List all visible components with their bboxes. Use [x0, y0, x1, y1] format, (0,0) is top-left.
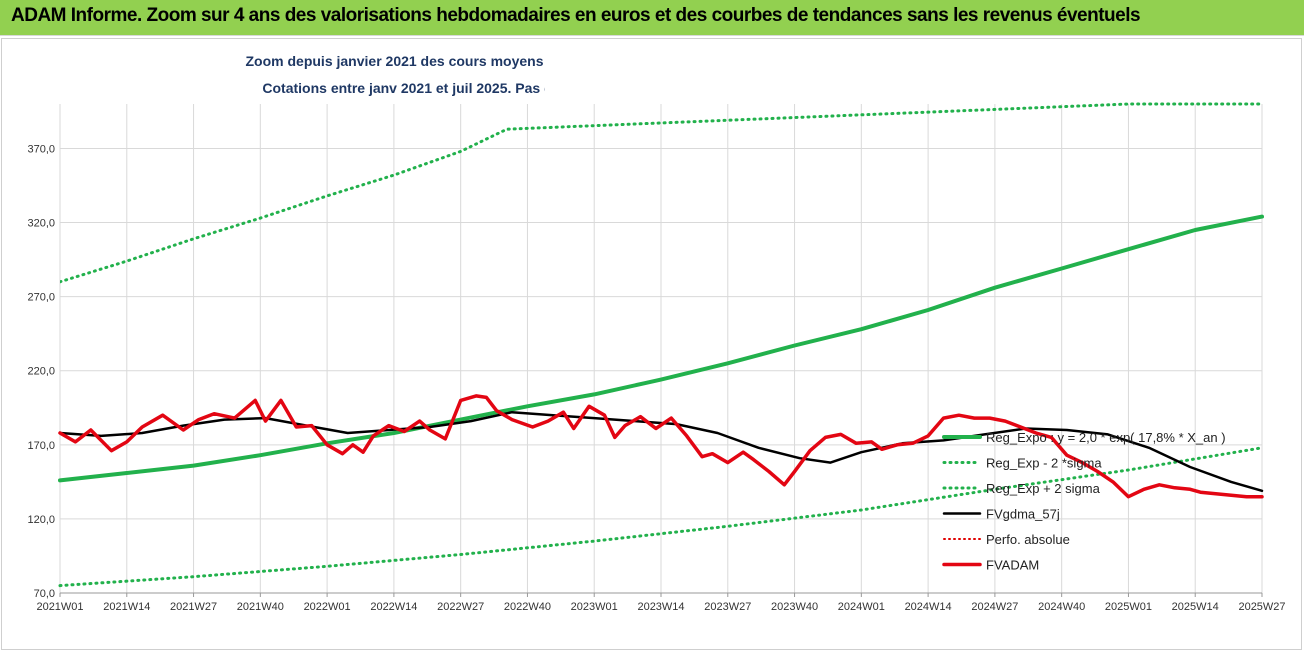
y-tick-label: 220,0 [27, 366, 55, 378]
x-tick-label: 2023W40 [771, 601, 818, 613]
series-reg-expo [58, 214, 1264, 483]
title-backdrop [545, 44, 1075, 104]
x-tick-label: 2023W27 [704, 601, 751, 613]
series-layer [58, 44, 1264, 588]
y-tick-label: 270,0 [27, 292, 55, 304]
legend-label: FVADAM [986, 558, 1039, 573]
legend-label: Reg_Exp - 2 *sigma [986, 456, 1102, 471]
x-tick-label: 2022W01 [304, 601, 351, 613]
grid-layer [59, 104, 1263, 594]
x-tick-label: 2025W14 [1172, 601, 1219, 613]
legend-label: FVgdma_57j [986, 507, 1060, 522]
legend-label: Perfo. absolue [986, 532, 1070, 547]
legend: Reg_Expo : y = 2,0 * exp( 17,8% * X_an )… [942, 430, 1226, 573]
x-tick-label: 2021W14 [103, 601, 150, 613]
chart-frame [1, 38, 1302, 650]
x-tick-label: 2022W14 [370, 601, 417, 613]
x-tick-label: 2022W27 [437, 601, 484, 613]
x-tick-label: 2025W01 [1105, 601, 1152, 613]
banner-title: ADAM Informe. Zoom sur 4 ans des valoris… [11, 5, 1141, 26]
y-tick-label: 370,0 [27, 143, 55, 155]
x-tick-label: 2022W40 [504, 601, 551, 613]
x-tick-label: 2021W27 [170, 601, 217, 613]
x-tick-label: 2024W27 [971, 601, 1018, 613]
x-tick-label: 2024W14 [905, 601, 952, 613]
x-tick-label: 2021W40 [237, 601, 284, 613]
series-fvadam [58, 394, 1264, 499]
series-reg-minus-2sigma [58, 446, 1264, 588]
x-tick-label: 2025W27 [1238, 601, 1285, 613]
x-tick-label: 2024W01 [838, 601, 885, 613]
y-tick-label: 70,0 [34, 588, 55, 600]
y-tick-label: 170,0 [27, 440, 55, 452]
x-tick-label: 2021W01 [36, 601, 83, 613]
x-tick-label: 2024W40 [1038, 601, 1085, 613]
y-tick-label: 320,0 [27, 218, 55, 230]
y-tick-label: 120,0 [27, 514, 55, 526]
axis-layer: 70,0 120,0 170,0 220,0 270,0 320,0 370,0 2021W0… [27, 143, 1285, 613]
report-banner: ADAM Informe. Zoom sur 4 ans des valoris… [0, 0, 1304, 36]
legend-label: Reg_Expo : y = 2,0 * exp( 17,8% * X_an ) [986, 430, 1226, 445]
legend-label: Reg_Exp + 2 sigma [986, 481, 1101, 496]
x-tick-label: 2023W01 [571, 601, 618, 613]
x-tick-label: 2023W14 [637, 601, 684, 613]
